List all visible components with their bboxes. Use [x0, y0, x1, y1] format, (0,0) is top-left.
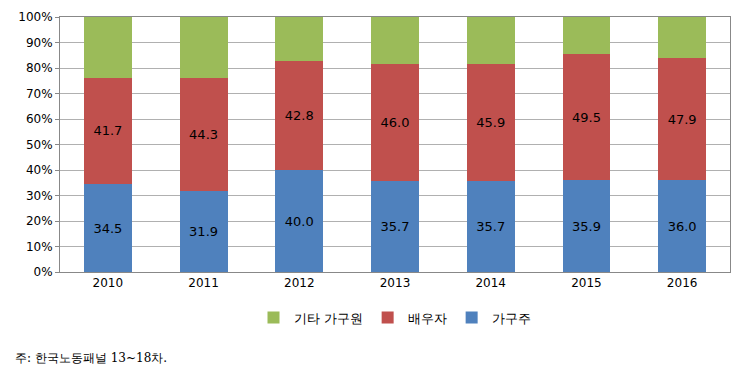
svg-text:2014: 2014	[475, 276, 506, 290]
svg-text:10%: 10%	[26, 240, 53, 254]
svg-text:45.9: 45.9	[476, 115, 505, 130]
svg-text:30%: 30%	[26, 189, 53, 203]
svg-text:36.0: 36.0	[668, 219, 697, 234]
svg-text:40%: 40%	[26, 163, 53, 177]
svg-text:가구주: 가구주	[492, 311, 531, 326]
svg-text:44.3: 44.3	[189, 127, 218, 142]
svg-text:20%: 20%	[26, 214, 53, 228]
svg-text:주: 한국노동패널 13~18차.: 주: 한국노동패널 13~18차.	[15, 351, 167, 365]
svg-text:35.9: 35.9	[572, 219, 601, 234]
svg-text:47.9: 47.9	[668, 112, 697, 127]
svg-text:70%: 70%	[26, 87, 53, 101]
svg-text:50%: 50%	[26, 138, 53, 152]
svg-text:2010: 2010	[93, 276, 124, 290]
svg-text:60%: 60%	[26, 112, 53, 126]
svg-text:2015: 2015	[571, 276, 602, 290]
svg-text:42.8: 42.8	[285, 108, 314, 123]
svg-text:2016: 2016	[667, 276, 698, 290]
svg-text:90%: 90%	[26, 36, 53, 50]
svg-text:34.5: 34.5	[93, 221, 122, 236]
svg-text:0%: 0%	[34, 265, 53, 279]
svg-text:80%: 80%	[26, 61, 53, 75]
svg-text:100%: 100%	[18, 10, 52, 24]
svg-text:46.0: 46.0	[381, 115, 410, 130]
svg-text:31.9: 31.9	[189, 224, 218, 239]
svg-text:35.7: 35.7	[381, 219, 410, 234]
svg-text:40.0: 40.0	[285, 214, 314, 229]
svg-text:49.5: 49.5	[572, 110, 601, 125]
svg-text:기타 가구원: 기타 가구원	[294, 311, 363, 326]
svg-text:2012: 2012	[284, 276, 315, 290]
svg-text:41.7: 41.7	[93, 123, 122, 138]
svg-text:2013: 2013	[380, 276, 411, 290]
svg-text:35.7: 35.7	[476, 219, 505, 234]
svg-text:2011: 2011	[188, 276, 219, 290]
svg-text:배우자: 배우자	[408, 311, 447, 326]
